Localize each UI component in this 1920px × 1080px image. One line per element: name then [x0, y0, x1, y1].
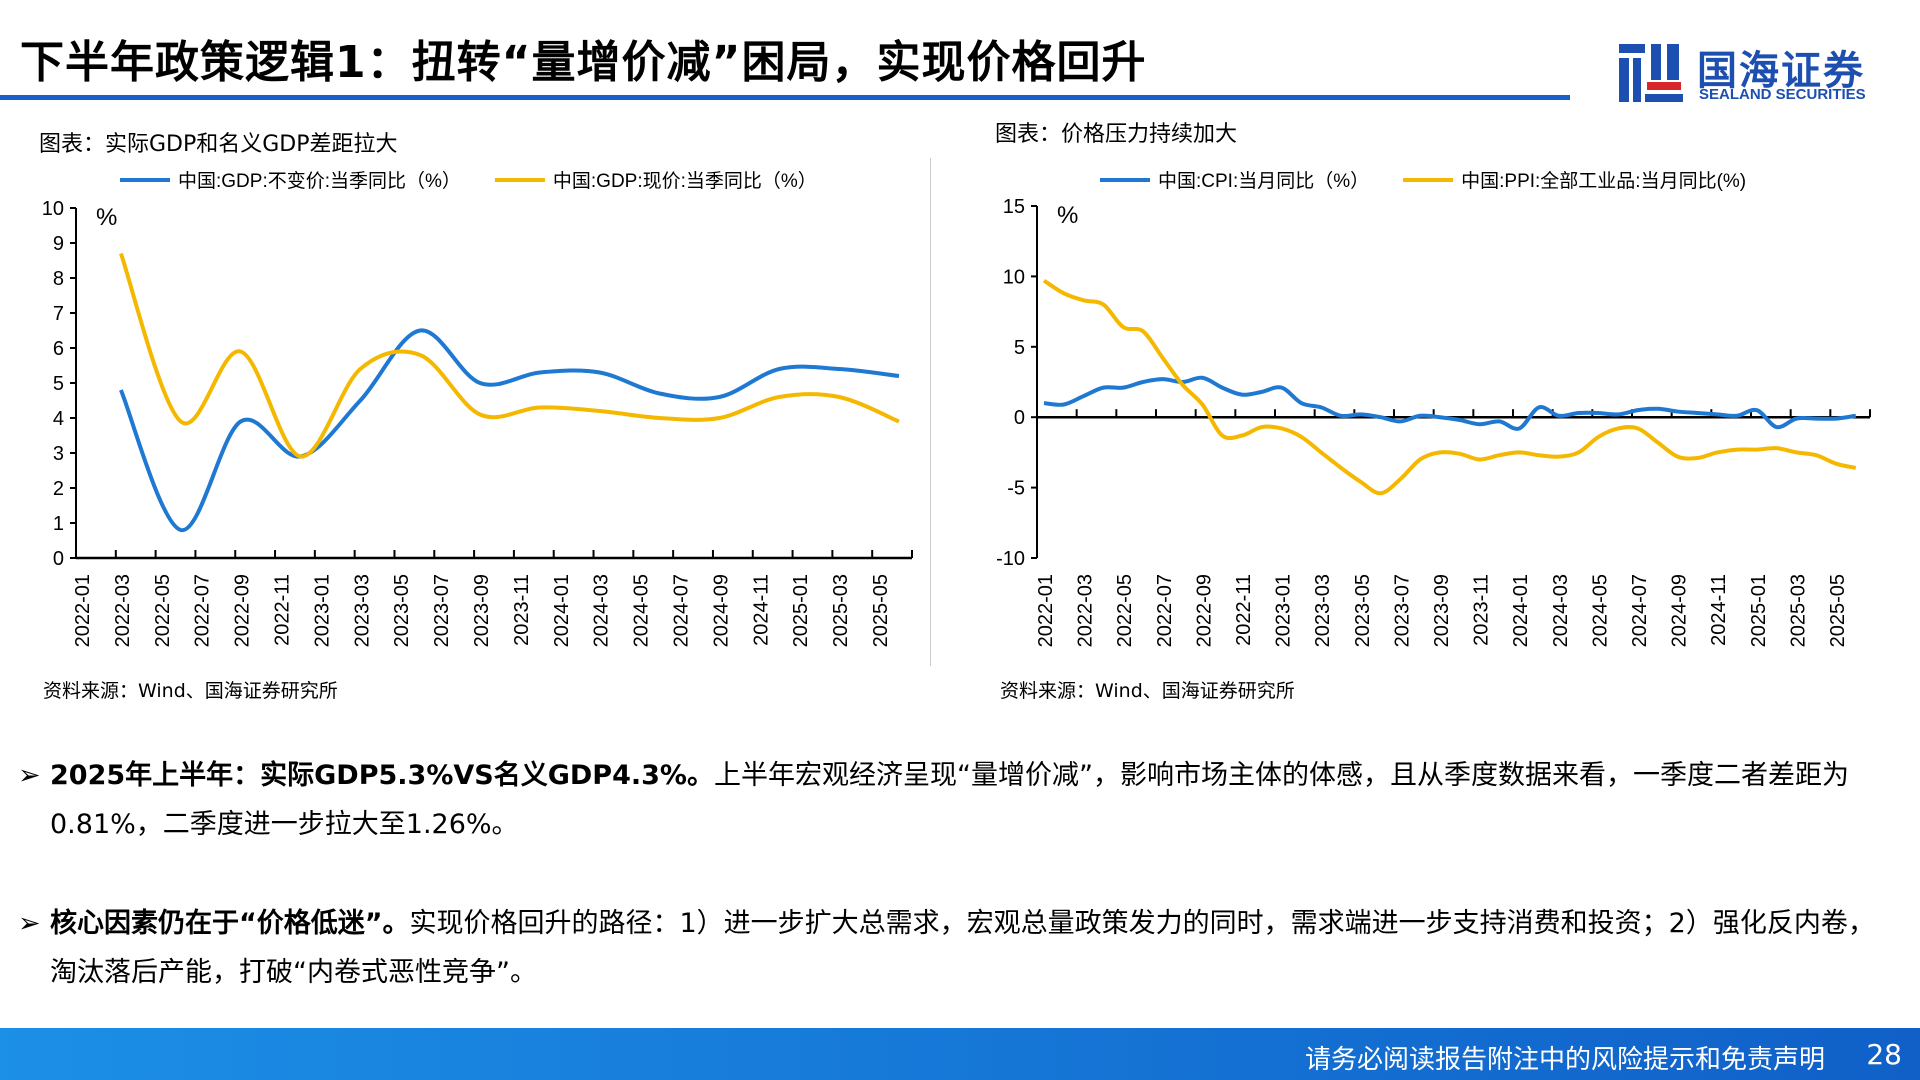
x-tick-label: 2023-11: [1471, 574, 1493, 646]
y-tick-label: 5: [53, 373, 64, 395]
x-tick-label: 2025-01: [1748, 574, 1770, 647]
x-tick-label: 2022-03: [112, 574, 134, 647]
y-tick-label: 9: [53, 233, 64, 255]
x-tick-label: 2022-09: [1193, 574, 1215, 647]
y-tick-label: -5: [1007, 478, 1025, 500]
bullet-2: ➢ 核心因素仍在于“价格低迷”。实现价格回升的路径：1）进一步扩大总需求，宏观总…: [18, 899, 1888, 997]
x-tick-label: 2024-11: [1708, 574, 1730, 646]
x-tick-label: 2025-01: [790, 574, 812, 647]
x-tick-label: 2023-07: [431, 574, 453, 647]
x-tick-label: 2022-05: [1114, 574, 1136, 647]
x-tick-label: 2023-03: [1312, 574, 1334, 647]
x-tick-label: 2024-03: [591, 574, 613, 647]
right-chart-source: 资料来源：Wind、国海证券研究所: [1000, 680, 1295, 702]
legend-label: 中国:CPI:当月同比（%）: [1158, 170, 1369, 192]
y-tick-label: 10: [42, 198, 64, 220]
cpi-ppi-chart: -10 -5 0 5 10 15 % 2022-01 2022-03 2022-05 2022-07…: [996, 170, 1871, 647]
x-tick-label: 2024-07: [671, 574, 693, 647]
bullet-1-bold: 2025年上半年：实际GDP5.3%VS名义GDP4.3%。: [50, 760, 714, 791]
x-tick-label: 2024-01: [551, 574, 573, 647]
x-tick-label: 2023-07: [1391, 574, 1413, 647]
y-unit-label: %: [1057, 202, 1078, 229]
left-chart-caption: 图表：实际GDP和名义GDP差距拉大: [39, 132, 398, 157]
x-tick-label: 2023-03: [351, 574, 373, 647]
page-title: 下半年政策逻辑1：扭转“量增价减”困局，实现价格回升: [20, 37, 1147, 88]
x-tick-label: 2023-05: [1352, 574, 1374, 647]
x-tick-label: 2024-05: [631, 574, 653, 647]
y-tick-label: 7: [53, 303, 64, 325]
x-tick-label: 2022-11: [272, 574, 294, 646]
logo-text-cn: 国海证券: [1697, 48, 1865, 94]
footer-bar: 请务必阅读报告附注中的风险提示和免责声明 28: [0, 1028, 1920, 1080]
x-tick-label: 2023-01: [311, 574, 333, 647]
series-line: [1043, 375, 1857, 431]
y-unit-label: %: [96, 204, 117, 231]
y-tick-label: 6: [53, 338, 64, 360]
x-tick-label: 2022-11: [1233, 574, 1255, 646]
chart-divider: [930, 158, 931, 666]
y-tick-label: 15: [1003, 196, 1025, 218]
bullet-1-text: 上半年宏观经济呈现“量增价减”，影响市场主体的体感，且从季度数据来看，一季度二者…: [50, 760, 1849, 840]
x-tick-label: 2025-05: [1827, 574, 1849, 647]
page-number: 28: [1866, 1038, 1902, 1071]
arrow-bullet-icon: ➢: [18, 908, 41, 939]
x-tick-label: 2022-01: [1035, 574, 1057, 647]
x-tick-label: 2023-09: [1431, 574, 1453, 647]
logo-mark-icon: [1619, 44, 1683, 102]
series-line: [119, 252, 900, 459]
x-tick-label: 2022-05: [152, 574, 174, 647]
disclaimer-text: 请务必阅读报告附注中的风险提示和免责声明: [1304, 1045, 1825, 1075]
x-tick-label: 2022-09: [232, 574, 254, 647]
bullet-1: ➢ 2025年上半年：实际GDP5.3%VS名义GDP4.3%。上半年宏观经济呈…: [18, 751, 1888, 849]
x-tick-label: 2024-05: [1589, 574, 1611, 647]
x-tick-label: 2023-11: [511, 574, 533, 646]
x-tick-label: 2024-01: [1510, 574, 1532, 647]
x-tick-label: 2025-03: [830, 574, 852, 647]
series-line: [1042, 278, 1857, 496]
legend-label: 中国:PPI:全部工业品:当月同比(%): [1461, 170, 1746, 192]
gdp-chart: 0 1 2 3 4 5 6 7 8 9 10 % 2022-01 2022-03 2022-05 2022-0…: [42, 170, 913, 647]
legend-label: 中国:GDP:不变价:当季同比（%）: [178, 170, 461, 192]
y-tick-label: 4: [53, 408, 64, 430]
x-tick-label: 2024-09: [1669, 574, 1691, 647]
y-tick-label: 3: [53, 443, 64, 465]
x-tick-label: 2025-03: [1787, 574, 1809, 647]
x-tick-label: 2023-05: [391, 574, 413, 647]
logo-text-en: SEALAND SECURITIES: [1699, 86, 1866, 103]
left-chart-source: 资料来源：Wind、国海证券研究所: [43, 680, 338, 702]
x-tick-label: 2024-03: [1550, 574, 1572, 647]
bullet-2-bold: 核心因素仍在于“价格低迷”。: [50, 908, 410, 939]
x-tick-label: 2023-01: [1273, 574, 1295, 647]
series-line: [119, 328, 900, 532]
y-tick-label: 5: [1014, 337, 1025, 359]
y-tick-label: 8: [53, 268, 64, 290]
bullet-2-text: 实现价格回升的路径：1）进一步扩大总需求，宏观总量政策发力的同时，需求端进一步支…: [50, 908, 1875, 988]
right-chart-caption: 图表：价格压力持续加大: [995, 122, 1238, 147]
legend-label: 中国:GDP:现价:当季同比（%）: [553, 170, 817, 192]
y-tick-label: 1: [53, 513, 64, 535]
x-tick-label: 2024-07: [1629, 574, 1651, 647]
y-tick-label: 0: [53, 548, 64, 570]
x-tick-label: 2022-07: [192, 574, 214, 647]
x-tick-label: 2024-11: [750, 574, 772, 646]
arrow-bullet-icon: ➢: [18, 760, 41, 791]
x-tick-label: 2022-07: [1154, 574, 1176, 647]
x-tick-label: 2023-09: [471, 574, 493, 647]
x-tick-label: 2022-03: [1075, 574, 1097, 647]
x-tick-label: 2022-01: [72, 574, 94, 647]
y-tick-label: 10: [1003, 266, 1025, 288]
title-underline: [0, 95, 1570, 100]
y-tick-label: -10: [996, 548, 1025, 570]
y-tick-label: 2: [53, 478, 64, 500]
x-tick-label: 2024-09: [710, 574, 732, 647]
y-tick-label: 0: [1014, 407, 1025, 429]
x-tick-label: 2025-05: [870, 574, 892, 647]
sealand-logo: 国海证券 SEALAND SECURITIES: [1615, 38, 1885, 108]
